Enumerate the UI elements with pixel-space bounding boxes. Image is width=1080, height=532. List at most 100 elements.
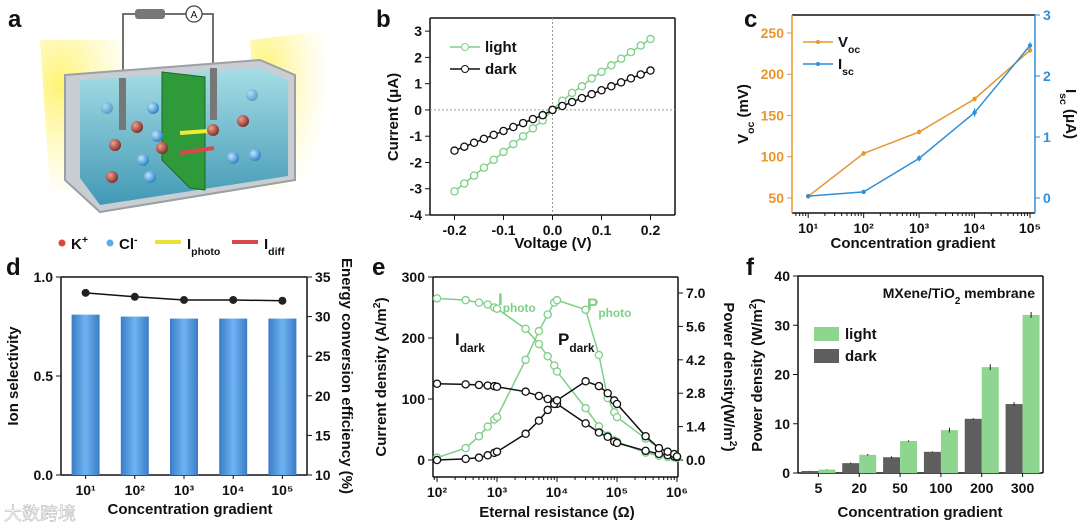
legend-label: Voc	[838, 34, 860, 56]
data-point	[626, 74, 636, 83]
data-point	[479, 163, 489, 172]
ammeter-icon	[185, 5, 203, 23]
bar	[71, 314, 100, 475]
bar-dark	[801, 471, 819, 473]
series-line	[436, 299, 678, 459]
x-tick-label: 10⁵	[1019, 220, 1041, 236]
y-tick-label: 0	[417, 452, 425, 468]
data-point	[612, 399, 622, 409]
y2-tick-label: 25	[315, 348, 331, 364]
bar-light	[900, 440, 918, 473]
data-point	[461, 443, 470, 453]
x-tick-label: 50	[892, 480, 908, 496]
data-point	[916, 129, 922, 135]
bar-light	[859, 454, 877, 473]
panel-letter-e: e	[372, 254, 385, 281]
panel-letter-f: f	[746, 254, 755, 281]
data-point	[534, 339, 544, 349]
legend-ion-dot	[58, 239, 66, 247]
data-point	[607, 61, 616, 70]
circuit-wire	[122, 13, 214, 80]
x-tick-label: 10²	[854, 220, 875, 236]
data-point	[509, 122, 518, 132]
data-point	[581, 419, 590, 428]
legend-label: dark	[485, 61, 517, 78]
data-point	[469, 138, 479, 148]
y-tick-label: 3	[414, 23, 422, 39]
data-point	[616, 54, 626, 63]
data-point	[972, 110, 977, 115]
bar-dark	[883, 457, 901, 473]
bar	[120, 316, 149, 475]
data-point	[543, 405, 552, 415]
legend-marker	[816, 62, 820, 66]
data-point	[518, 118, 528, 128]
data-point	[1027, 43, 1033, 48]
data-point	[581, 377, 590, 386]
data-point	[552, 295, 562, 305]
data-point	[521, 324, 530, 334]
legend-label: K+	[71, 234, 88, 253]
data-point	[460, 179, 469, 188]
data-point	[577, 93, 587, 103]
y2-axis-label: Power density(W/m2)	[720, 302, 739, 451]
y-tick-label: -1	[410, 128, 423, 144]
data-point	[646, 34, 655, 44]
series-annotation: Iphoto	[498, 290, 536, 315]
data-point	[460, 142, 469, 151]
legend-label: Cl-	[119, 234, 138, 253]
data-point	[489, 130, 498, 140]
y2-tick-label: 10	[315, 467, 331, 483]
legend-swatch	[814, 349, 839, 363]
charts: a b c d e f -0.2 -0.1 0.0 0.1 0.2 -4 -3 -2 -1 0 1 2 3 Volta…	[5, 6, 1079, 521]
data-point	[461, 295, 470, 305]
data-point	[474, 380, 484, 390]
data-point	[538, 110, 547, 120]
data-point	[474, 431, 484, 441]
x-tick-label: 10⁵	[271, 482, 293, 498]
y-axis-label: Voc (mV)	[735, 84, 757, 144]
y-tick-label: 20	[774, 367, 790, 383]
data-point	[581, 403, 590, 413]
data-point	[641, 446, 650, 456]
x-tick-label: 10³	[487, 484, 508, 500]
y-tick-label: 300	[402, 269, 426, 285]
data-point	[518, 131, 528, 141]
y2-tick-label: 0	[1043, 190, 1051, 206]
y2-tick-label: 4.2	[686, 352, 706, 368]
data-point	[581, 305, 590, 314]
data-point	[492, 412, 502, 422]
x-tick-label: 200	[970, 480, 994, 496]
x-tick-label: 10⁴	[222, 482, 245, 498]
y-tick-label: -2	[410, 154, 423, 170]
y2-axis-label: Isc (μA)	[1057, 89, 1079, 139]
x-tick-label: 10²	[427, 484, 448, 500]
y2-tick-label: 30	[315, 309, 331, 325]
x-axis-label: Voltage (V)	[514, 235, 591, 252]
y-tick-label: 100	[402, 391, 426, 407]
data-point	[558, 101, 567, 111]
resistor-icon	[135, 9, 165, 19]
y-tick-label: 0.5	[34, 368, 54, 384]
x-tick-label: -0.1	[491, 222, 515, 238]
data-point	[432, 294, 442, 303]
legend-label: Iphoto	[187, 236, 220, 258]
data-point	[806, 193, 811, 199]
data-point	[597, 67, 606, 77]
y-tick-label: 200	[402, 330, 426, 346]
chart-e: 10² 10³ 10⁴ 10⁵ 10⁶ 0 100 200 300 0.0 1.4 2.8 4.2 5.6…	[371, 269, 739, 521]
legend-marker	[461, 43, 469, 51]
y2-tick-label: 20	[315, 388, 331, 404]
data-point	[492, 382, 502, 392]
panel-letter-d: d	[6, 254, 21, 281]
electrode-right	[210, 68, 217, 120]
y-tick-label: 2	[414, 49, 422, 65]
data-point	[594, 428, 604, 437]
y2-tick-label: 15	[315, 427, 331, 443]
y-tick-label: 1.0	[34, 269, 54, 285]
data-point	[499, 126, 508, 136]
y-axis-label: Current (μA)	[385, 73, 402, 161]
legend-label: Idiff	[264, 236, 285, 258]
data-point	[469, 171, 479, 180]
